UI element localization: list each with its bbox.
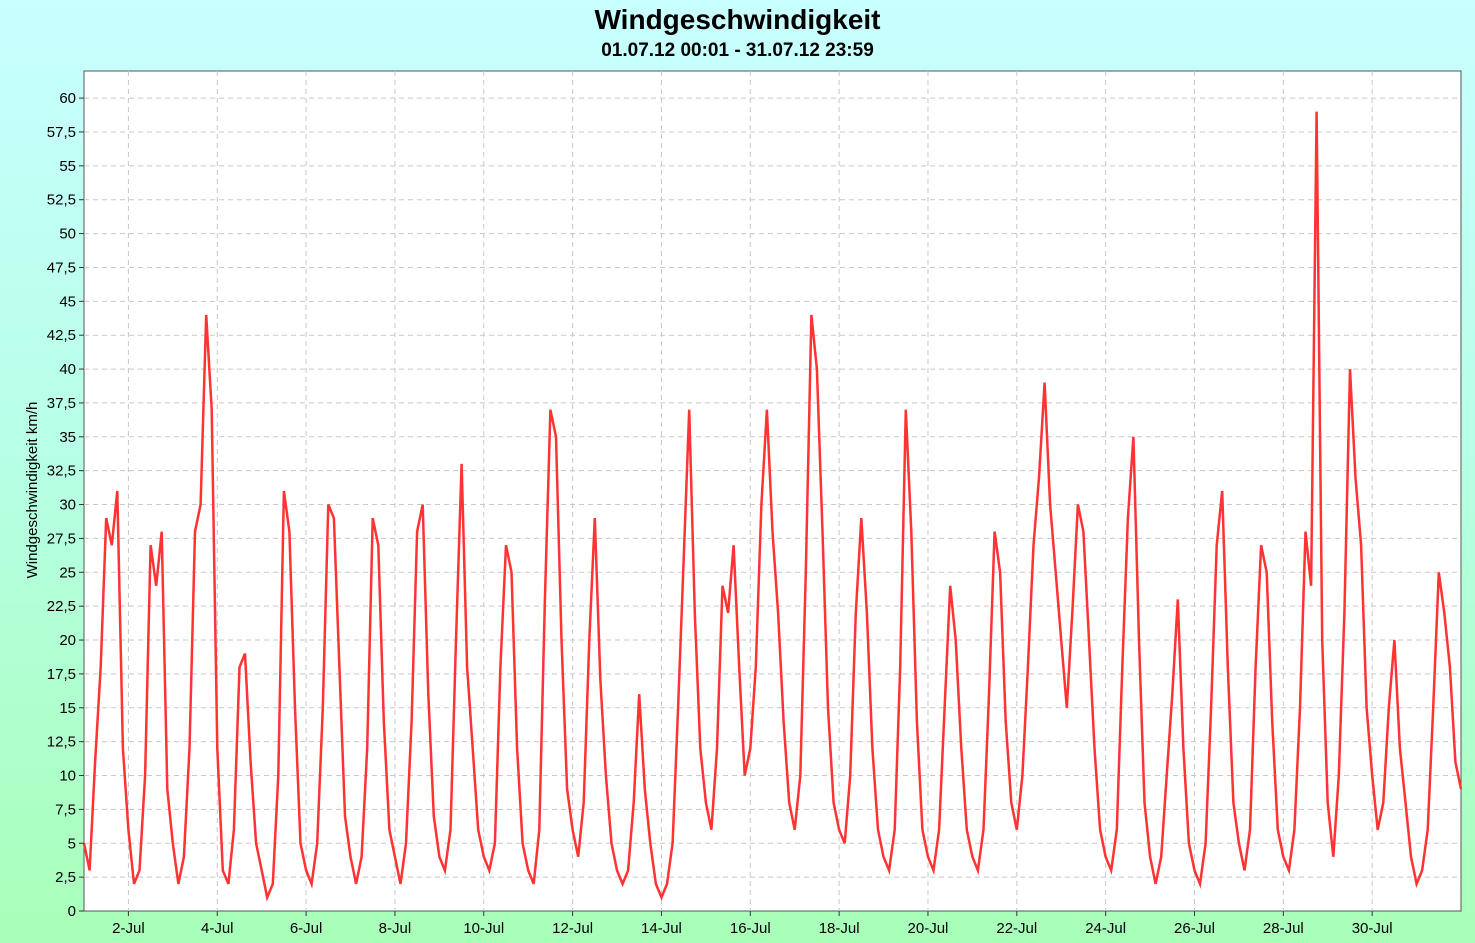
y-tick-label: 12,5	[47, 734, 76, 751]
y-tick-label: 52,5	[47, 192, 76, 209]
y-tick-label: 2,5	[55, 869, 76, 886]
y-tick-label: 50	[59, 226, 76, 243]
grid-lines	[84, 71, 1461, 911]
y-tick-label: 7,5	[55, 801, 76, 818]
y-tick-label: 17,5	[47, 666, 76, 683]
x-tick-label: 14-Jul	[641, 920, 682, 937]
y-tick-label: 10	[59, 768, 76, 785]
x-tick-label: 26-Jul	[1174, 920, 1215, 937]
y-tick-label: 5	[68, 835, 76, 852]
y-tick-label: 32,5	[47, 463, 76, 480]
x-tick-label: 24-Jul	[1085, 920, 1126, 937]
x-tick-label: 16-Jul	[730, 920, 771, 937]
y-tick-label: 37,5	[47, 395, 76, 412]
y-tick-label: 27,5	[47, 530, 76, 547]
y-tick-label: 25	[59, 564, 76, 581]
x-tick-label: 10-Jul	[463, 920, 504, 937]
y-tick-label: 45	[59, 293, 76, 310]
x-tick-label: 8-Jul	[379, 920, 412, 937]
y-tick-label: 60	[59, 90, 76, 107]
y-tick-label: 55	[59, 158, 76, 175]
y-axis-title: Windgeschwindigkeit km/h	[24, 402, 41, 579]
y-tick-label: 42,5	[47, 327, 76, 344]
y-tick-label: 35	[59, 429, 76, 446]
y-tick-label: 47,5	[47, 259, 76, 276]
x-tick-label: 2-Jul	[112, 920, 145, 937]
x-tick-label: 22-Jul	[996, 920, 1037, 937]
x-tick-label: 30-Jul	[1352, 920, 1393, 937]
y-tick-label: 57,5	[47, 124, 76, 141]
x-tick-label: 6-Jul	[290, 920, 323, 937]
series-layer	[82, 111, 1463, 902]
chart-title: Windgeschwindigkeit	[594, 4, 881, 35]
plot-area	[83, 70, 1462, 912]
y-tick-label: 40	[59, 361, 76, 378]
y-tick-label: 20	[59, 632, 76, 649]
y-axis: 02,557,51012,51517,52022,52527,53032,535…	[47, 90, 84, 920]
x-axis: 2-Jul 4-Jul 6-Jul 8-Jul 10-Jul 12-Jul 14-Jul 16…	[112, 911, 1393, 937]
x-tick-label: 20-Jul	[908, 920, 949, 937]
series-line	[82, 111, 1463, 902]
x-tick-label: 28-Jul	[1263, 920, 1304, 937]
x-tick-label: 12-Jul	[552, 920, 593, 937]
y-tick-label: 30	[59, 497, 76, 514]
y-tick-label: 15	[59, 700, 76, 717]
chart-subtitle: 01.07.12 00:01 - 31.07.12 23:59	[601, 40, 874, 61]
y-tick-label: 0	[68, 903, 76, 920]
x-tick-label: 18-Jul	[819, 920, 860, 937]
x-tick-label: 4-Jul	[201, 920, 234, 937]
y-tick-label: 22,5	[47, 598, 76, 615]
